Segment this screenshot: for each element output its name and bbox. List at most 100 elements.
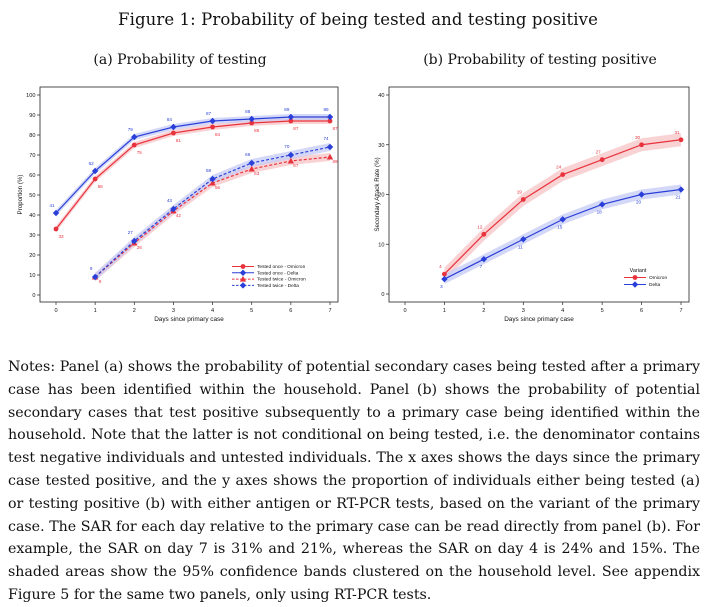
y-tick-label-b: 40 <box>378 93 384 99</box>
y-tick-label-a: 60 <box>29 173 35 179</box>
data-label-a-0: 87 <box>293 126 299 131</box>
y-axis-label-b: Secondary Attack Rate (%) <box>374 157 381 231</box>
y-tick-label-a: 80 <box>29 133 35 139</box>
data-point-b-1 <box>559 216 566 223</box>
data-point-b-0 <box>678 137 684 143</box>
x-tick-label-b: 4 <box>561 308 564 314</box>
x-tick-label-a: 2 <box>133 308 136 314</box>
series-line-a-1 <box>55 116 330 214</box>
data-label-a-3: 70 <box>284 144 290 149</box>
x-tick-label-b: 2 <box>482 308 485 314</box>
data-label-a-3: 27 <box>128 230 134 235</box>
data-point-a-3 <box>248 159 255 167</box>
data-point-a-0 <box>288 118 294 124</box>
data-label-a-2: 56 <box>215 185 221 190</box>
data-label-a-1: 41 <box>49 203 55 208</box>
y-tick-label-a: 70 <box>29 153 35 159</box>
data-label-b-0: 4 <box>439 264 442 269</box>
legend-marker-a-0 <box>240 264 246 269</box>
y-tick-label-a: 50 <box>29 193 35 199</box>
series-line-a-0 <box>55 120 330 230</box>
legend-entry-a-2: Tested twice - Omicron <box>257 277 306 283</box>
ci-band-a-0 <box>56 118 330 232</box>
x-tick-label-a: 4 <box>211 308 214 314</box>
data-label-a-2: 63 <box>254 171 260 176</box>
ci-band-b-0 <box>444 133 681 281</box>
data-label-a-0: 81 <box>176 138 182 143</box>
legend-entry-b-1: Delta <box>649 282 661 288</box>
data-label-b-0: 31 <box>674 130 680 135</box>
legend-entry-b-0: Omicron <box>649 275 667 281</box>
ci-band-b-1 <box>444 184 681 285</box>
series-line-b-0 <box>444 139 682 275</box>
data-point-a-1 <box>52 209 60 217</box>
x-tick-label-b: 6 <box>640 308 643 314</box>
data-point-b-0 <box>639 142 644 148</box>
x-tick-label-b: 3 <box>522 308 525 314</box>
y-tick-label-a: 100 <box>26 93 35 99</box>
data-label-a-3: 58 <box>206 168 212 173</box>
x-tick-label-b: 5 <box>601 308 604 314</box>
data-label-b-1: 21 <box>675 195 681 200</box>
data-point-a-3 <box>131 237 138 245</box>
data-label-a-3: 9 <box>90 266 93 271</box>
data-point-a-0 <box>171 130 176 136</box>
data-point-a-1 <box>91 167 99 175</box>
data-point-a-1 <box>131 133 138 141</box>
data-point-a-0 <box>53 226 59 232</box>
data-point-a-0 <box>249 120 255 126</box>
data-label-b-0: 19 <box>517 189 523 194</box>
y-tick-label-b: 0 <box>381 292 384 298</box>
data-point-a-2 <box>248 165 255 172</box>
panel-b-probability-of-testing-positive: (b) Probability of testing positive01020… <box>374 52 690 323</box>
data-label-a-3: 43 <box>167 198 173 203</box>
legend-marker-b-0 <box>632 275 638 280</box>
data-label-b-1: 11 <box>518 244 523 249</box>
data-point-b-0 <box>442 271 447 277</box>
data-label-a-0: 87 <box>332 126 338 131</box>
data-label-a-1: 79 <box>128 127 134 132</box>
legend-marker-a-2 <box>239 275 247 282</box>
plot-frame-a <box>39 86 339 303</box>
data-label-b-0: 24 <box>556 165 562 170</box>
data-label-b-0: 30 <box>635 135 641 140</box>
data-label-b-1: 3 <box>440 284 443 289</box>
data-point-a-3 <box>91 273 99 281</box>
data-label-a-2: 9 <box>99 279 102 284</box>
data-point-a-1 <box>209 117 216 125</box>
legend-entry-a-0: Tested once - Omicron <box>257 264 306 270</box>
data-label-a-1: 89 <box>323 107 329 112</box>
data-label-b-1: 15 <box>557 224 563 229</box>
data-label-a-3: 74 <box>323 136 329 141</box>
figure-canvas: (a) Probability of testing01020304050607… <box>17 52 690 323</box>
data-point-a-0 <box>92 176 98 182</box>
data-label-b-1: 18 <box>597 209 603 214</box>
data-label-a-0: 86 <box>254 128 260 133</box>
x-tick-label-b: 7 <box>679 308 682 314</box>
y-tick-label-b: 20 <box>378 193 384 199</box>
legend-entry-a-3: Tested twice - Delta <box>257 283 299 289</box>
data-point-b-1 <box>441 275 448 283</box>
data-point-a-3 <box>170 205 177 213</box>
x-tick-label-a: 0 <box>54 308 57 314</box>
data-point-b-0 <box>560 172 566 178</box>
data-label-a-2: 69 <box>332 159 338 164</box>
y-tick-label-a: 0 <box>32 293 35 299</box>
data-label-a-0: 84 <box>215 132 221 137</box>
y-axis-label-a: Proportion (%) <box>17 175 24 215</box>
ci-band-a-2 <box>95 153 331 281</box>
y-tick-label-a: 40 <box>29 213 35 219</box>
data-label-a-2: 42 <box>176 213 182 218</box>
legend-marker-a-3 <box>239 282 247 289</box>
data-label-a-1: 62 <box>89 161 95 166</box>
data-point-b-0 <box>599 157 605 163</box>
legend-title-b: Variant <box>630 268 647 274</box>
data-point-b-1 <box>638 191 645 198</box>
data-label-b-0: 27 <box>596 150 602 155</box>
x-tick-label-a: 5 <box>250 308 253 314</box>
x-tick-label-b: 1 <box>443 308 446 314</box>
data-point-a-1 <box>326 113 334 121</box>
data-label-a-1: 84 <box>167 117 173 122</box>
data-label-a-0: 58 <box>98 184 104 189</box>
figure-title: Figure 1: Probability of being tested an… <box>118 10 598 29</box>
